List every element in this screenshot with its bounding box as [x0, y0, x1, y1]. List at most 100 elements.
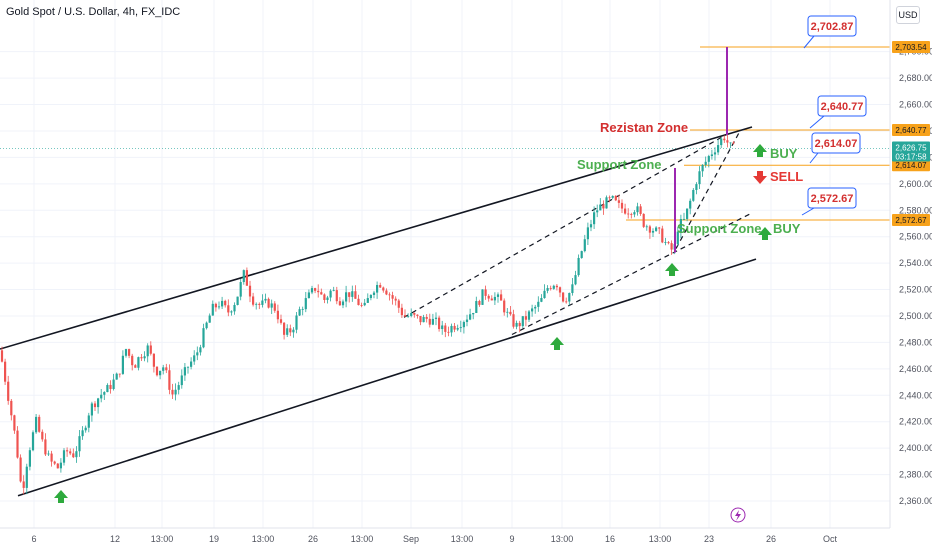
- support-zone-label: Support Zone: [677, 221, 762, 236]
- candle-body: [217, 306, 221, 308]
- candle-body: [509, 311, 512, 315]
- y-tick-label: 2,660.00: [899, 100, 932, 110]
- level-label: 2,640.77: [895, 126, 927, 135]
- trend-channel: [0, 126, 757, 497]
- currency-button[interactable]: USD: [896, 6, 920, 24]
- candle-body: [310, 288, 314, 293]
- candle-body: [527, 311, 531, 320]
- candle-body: [118, 373, 121, 375]
- candle-body: [258, 303, 261, 305]
- y-tick-label: 2,580.00: [899, 205, 932, 215]
- candle-body: [614, 195, 617, 201]
- candles: [0, 134, 735, 495]
- candle-body: [196, 352, 199, 356]
- candle-body: [69, 451, 72, 454]
- x-tick-label: 13:00: [151, 534, 174, 544]
- candle-body: [93, 403, 97, 408]
- candle-body: [698, 171, 701, 185]
- candle-body: [521, 316, 524, 327]
- candle-body: [410, 313, 413, 317]
- candle-body: [174, 389, 177, 395]
- y-axis-bg: [890, 0, 932, 550]
- y-tick-label: 2,380.00: [899, 470, 932, 480]
- level-label: 2,614.07: [895, 161, 927, 170]
- candle-body: [555, 285, 558, 288]
- candle-body: [428, 318, 431, 325]
- candle-body: [165, 367, 168, 371]
- candle-body: [47, 453, 50, 455]
- candle-body: [66, 450, 69, 452]
- candle-body: [465, 319, 469, 323]
- candle-body: [689, 200, 692, 209]
- candle-body: [248, 285, 252, 297]
- level-label-bg: [892, 123, 930, 136]
- candle-body: [211, 303, 214, 316]
- candle-body: [190, 361, 193, 367]
- candle-body: [394, 298, 397, 301]
- candle-body: [0, 350, 4, 362]
- candle-body: [645, 226, 648, 228]
- y-tick-label: 2,460.00: [899, 364, 932, 374]
- candle-body: [701, 164, 704, 172]
- x-tick-label: Oct: [823, 534, 838, 544]
- y-axis: 2,360.00 2,380.00 2,400.00 2,420.00 2,440.00…: [889, 0, 932, 550]
- candle-body: [707, 156, 710, 162]
- callout-box: [811, 132, 861, 154]
- signal-arrows: [54, 144, 772, 503]
- candle-body: [245, 270, 248, 286]
- candle-body: [599, 204, 602, 211]
- x-tick-label: 13:00: [451, 534, 474, 544]
- candle-body: [369, 294, 372, 299]
- buy-label: BUY: [773, 221, 801, 236]
- callout-pointer: [803, 35, 815, 49]
- y-tick-label: 2,680.00: [899, 73, 932, 83]
- chart-title: Gold Spot / U.S. Dollar, 4h, FX_IDC: [6, 6, 181, 18]
- x-tick-label: 16: [605, 534, 615, 544]
- candle-body: [419, 315, 422, 323]
- candle-body: [450, 325, 453, 333]
- candle-body: [692, 189, 695, 201]
- x-tick-label: 13:00: [252, 534, 275, 544]
- candle-body: [354, 291, 357, 299]
- candle-body: [276, 310, 279, 320]
- candle-body: [403, 315, 407, 317]
- y-tick-label: 2,500.00: [899, 311, 932, 321]
- chart-grid: [0, 0, 890, 528]
- candle-body: [639, 206, 642, 214]
- candle-body: [186, 366, 190, 368]
- current-price-bg: [892, 141, 930, 162]
- candle-body: [286, 328, 289, 335]
- candle-body: [7, 381, 10, 401]
- candle-body: [503, 300, 506, 313]
- buy-arrow-icon: [54, 490, 68, 503]
- candle-body: [366, 298, 369, 303]
- candle-body: [478, 301, 481, 305]
- candle-body: [59, 462, 62, 469]
- candle-body: [642, 213, 645, 227]
- candle-body: [515, 322, 518, 327]
- callout-label: 2,572.67: [811, 193, 854, 205]
- candle-body: [376, 284, 379, 293]
- y-tick-label: 2,540.00: [899, 258, 932, 268]
- support-zone-label: Support Zone: [577, 157, 662, 172]
- candle-body: [713, 152, 717, 155]
- candle-body: [329, 290, 332, 298]
- candle-body: [391, 295, 394, 299]
- level-label: 2,703.54: [895, 43, 927, 52]
- candle-body: [295, 315, 298, 330]
- candle-body: [261, 300, 264, 305]
- candle-body: [236, 296, 239, 305]
- candle-body: [717, 145, 720, 153]
- candle-body: [50, 453, 53, 462]
- candle-body: [360, 305, 363, 306]
- candle-body: [583, 239, 586, 252]
- sell-arrow-icon: [753, 171, 767, 184]
- candle-body: [723, 138, 726, 141]
- current-price-label: 2,626.75: [895, 143, 927, 152]
- candle-body: [676, 231, 679, 245]
- candle-body: [475, 301, 478, 313]
- candle-body: [112, 379, 115, 390]
- candle-body: [171, 389, 174, 395]
- candle-body: [372, 292, 376, 295]
